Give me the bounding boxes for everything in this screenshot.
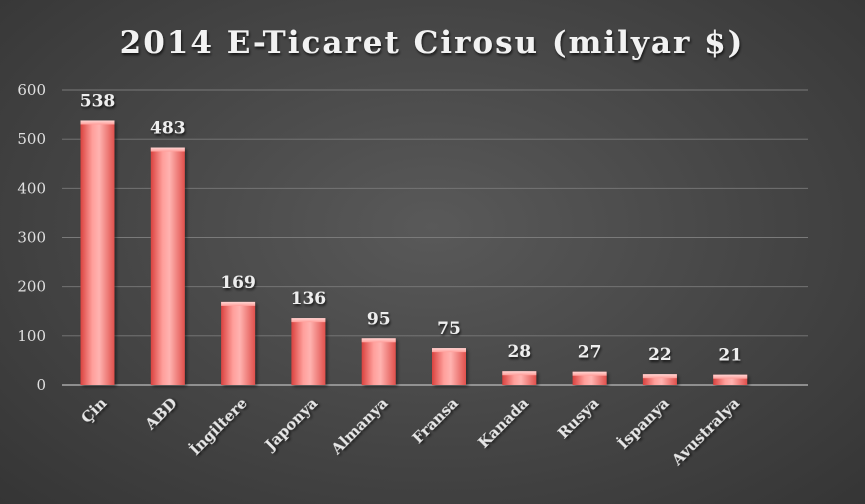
bar [80, 120, 115, 385]
bar-body [432, 348, 466, 385]
bar-top [80, 120, 115, 125]
chart-title: 2014 E-Ticaret Cirosu (milyar $) [120, 25, 745, 61]
data-label: 95 [367, 309, 391, 329]
bar [502, 371, 537, 385]
x-tick-label: Çin [77, 394, 110, 427]
data-label: 28 [507, 342, 531, 362]
x-tick-label: Avustralya [668, 394, 744, 470]
bars [80, 120, 748, 385]
bar-top [291, 318, 326, 323]
bar-body [642, 374, 677, 385]
bar-body [80, 120, 115, 385]
y-tick-label: 300 [17, 229, 46, 247]
x-tick-label: Japonya [260, 394, 321, 455]
bar-top [432, 348, 466, 353]
bar [361, 338, 396, 385]
y-tick-label: 0 [36, 376, 46, 394]
bar-top [361, 338, 396, 343]
data-label: 21 [718, 346, 742, 366]
data-label: 75 [437, 319, 461, 339]
bar-top [572, 371, 607, 376]
bar-body [291, 318, 326, 385]
bar-body [361, 338, 396, 385]
bar-body [150, 147, 185, 385]
x-tick-label: Fransa [409, 394, 462, 447]
y-tick-label: 600 [17, 81, 46, 99]
x-tick-label: Kanada [474, 394, 532, 452]
x-tick-label: Almanya [327, 394, 392, 459]
data-label: 22 [648, 345, 672, 365]
data-label: 483 [150, 119, 186, 139]
y-axis: 0 100 200 300 400 500 600 [17, 81, 46, 394]
y-tick-label: 100 [17, 327, 46, 345]
data-label: 538 [80, 91, 116, 111]
data-label: 27 [578, 343, 602, 363]
x-axis: Çin ABD İngiltere Japonya Almanya Fransa Kanad… [77, 393, 743, 469]
data-label: 169 [220, 273, 256, 293]
bar [221, 301, 256, 385]
x-tick-label: ABD [141, 394, 181, 434]
bar-body [221, 301, 256, 385]
bar-top [150, 147, 185, 152]
data-label: 136 [291, 289, 327, 309]
bar-body [713, 374, 748, 385]
bar-top [502, 371, 537, 376]
data-labels: 538 483 169 136 95 75 28 27 22 21 [80, 91, 742, 365]
bar [432, 348, 466, 385]
bar-top [713, 374, 748, 379]
y-tick-label: 200 [17, 278, 46, 296]
y-tick-label: 500 [17, 130, 46, 148]
y-tick-label: 400 [17, 179, 46, 197]
bar [642, 374, 677, 385]
gridlines [62, 89, 808, 386]
bar [713, 374, 748, 385]
x-tick-label: İngiltere [185, 393, 251, 459]
bar-top [642, 374, 677, 379]
bar [150, 147, 185, 385]
x-tick-label: İspanya [613, 393, 673, 453]
bar [291, 318, 326, 385]
bar-top [221, 301, 256, 306]
bar [572, 371, 607, 385]
x-tick-label: Rusya [554, 394, 602, 442]
